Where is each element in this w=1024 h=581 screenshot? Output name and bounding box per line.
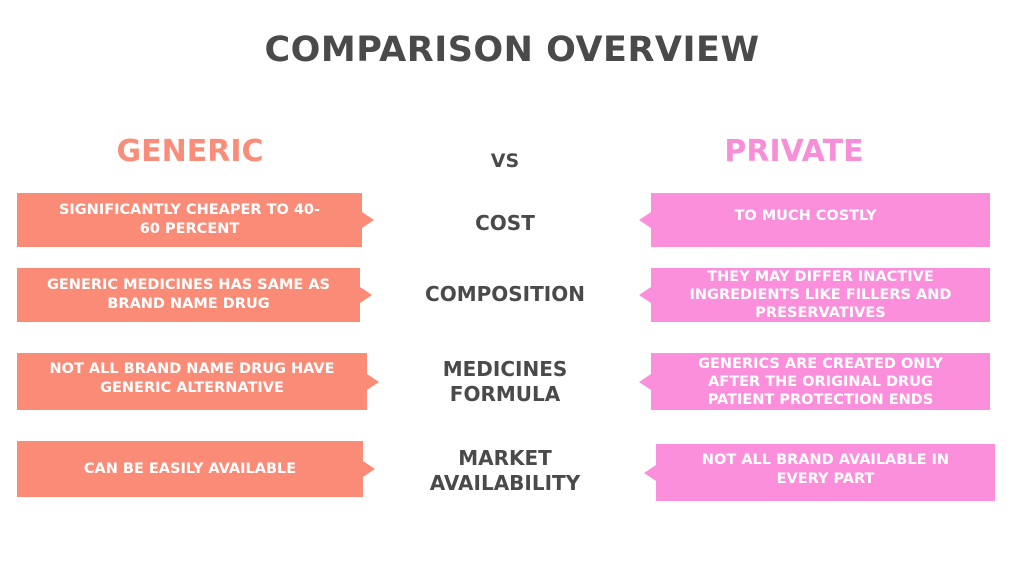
- generic-composition-box: GENERIC MEDICINES HAS SAME AS BRAND NAME…: [17, 268, 372, 322]
- private-cost-box: TO MUCH COSTLY: [639, 193, 990, 247]
- private-heading: PRIVATE: [724, 134, 864, 169]
- generic-formula-text: NOT ALL BRAND NAME DRUG HAVE GENERIC ALT…: [49, 360, 335, 396]
- generic-cost-box: SIGNIFICANTLY CHEAPER TO 40-60 PERCENT: [17, 193, 374, 247]
- page-title: COMPARISON OVERVIEW: [264, 30, 760, 70]
- private-availability-box: NOT ALL BRAND AVAILABLE IN EVERY PART: [644, 444, 995, 501]
- generic-cost-text: SIGNIFICANTLY CHEAPER TO 40-60 PERCENT: [58, 202, 321, 237]
- private-composition-text: THEY MAY DIFFER INACTIVE INGREDIENTS LIK…: [689, 269, 952, 321]
- criterion-cost: COST: [475, 211, 535, 235]
- private-cost-text: TO MUCH COSTLY: [734, 208, 877, 224]
- generic-composition-text: GENERIC MEDICINES HAS SAME AS BRAND NAME…: [47, 277, 330, 312]
- private-composition-box: THEY MAY DIFFER INACTIVE INGREDIENTS LIK…: [639, 268, 990, 322]
- generic-formula-box: NOT ALL BRAND NAME DRUG HAVE GENERIC ALT…: [17, 353, 379, 410]
- private-availability-text: NOT ALL BRAND AVAILABLE IN EVERY PART: [701, 452, 950, 487]
- criterion-composition: COMPOSITION: [425, 282, 585, 306]
- generic-heading: GENERIC: [116, 134, 264, 169]
- generic-availability-text: CAN BE EASILY AVAILABLE: [83, 460, 297, 477]
- private-formula-text: GENERICS ARE CREATED ONLY AFTER THE ORIG…: [698, 356, 943, 408]
- generic-availability-box: CAN BE EASILY AVAILABLE: [17, 441, 375, 497]
- private-formula-box: GENERICS ARE CREATED ONLY AFTER THE ORIG…: [639, 353, 990, 410]
- criterion-medicines-formula: MEDICINES FORMULA: [442, 357, 568, 406]
- criterion-market-availability: MARKET AVAILABILITY: [429, 446, 581, 495]
- vs-label: VS: [490, 150, 520, 172]
